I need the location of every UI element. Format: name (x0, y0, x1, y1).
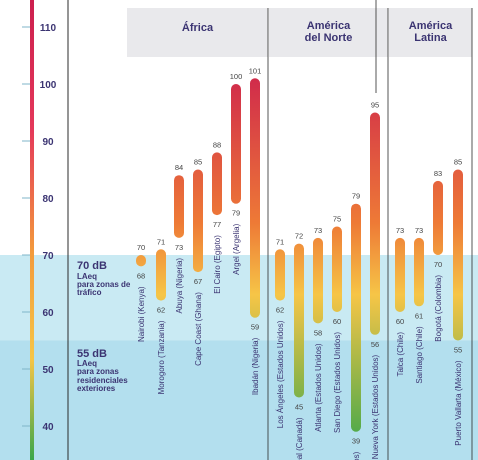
bar-min-label-12: 56 (371, 340, 379, 349)
bar-4 (212, 152, 222, 216)
bar-max-label-12: 95 (371, 101, 379, 110)
region-header-bg-0 (127, 8, 268, 57)
bar-2 (174, 175, 184, 238)
y-tick-label-50: 50 (42, 365, 54, 376)
bar-max-label-9: 73 (314, 226, 322, 235)
band-70-value: 70 dB (77, 260, 107, 272)
band-label-70db: 70 dB LAeq para zonas de tráfico (77, 260, 137, 298)
bar-9 (313, 237, 323, 324)
bar-max-label-16: 85 (454, 158, 462, 167)
category-label-0: Nairobi (Kenya) (137, 286, 146, 342)
y-tick-label-70: 70 (42, 251, 54, 262)
bar-max-label-0: 70 (137, 243, 145, 252)
bar-16 (453, 169, 463, 341)
category-label-12: Nueva York (Estados Unidos) (371, 354, 380, 459)
bar-max-label-10: 75 (333, 215, 341, 224)
bar-min-label-0: 68 (137, 271, 145, 280)
bar-6 (250, 78, 260, 318)
category-label-10: San Diego (Estados Unidos) (333, 332, 342, 433)
category-label-14: Santiago (Chile) (415, 326, 424, 384)
category-label-4: El Cairo (Egipto) (213, 235, 222, 294)
category-label-16: Puerto Vallarta (México) (454, 360, 463, 446)
category-label-5: Argel (Argelia) (232, 223, 241, 274)
bar-11 (351, 203, 361, 432)
category-label-11: Minneapolis (Estados Unidos) (352, 451, 361, 460)
bar-min-label-7: 62 (276, 306, 284, 315)
category-label-9: Atlanta (Estados Unidos) (314, 343, 323, 432)
y-tick-label-60: 60 (42, 308, 54, 319)
bar-max-label-5: 100 (230, 72, 243, 81)
category-label-13: Talca (Chile) (396, 332, 405, 377)
band-70-sublabel: LAeq (77, 271, 97, 281)
bar-min-label-15: 70 (434, 260, 442, 269)
band-70-note: para zonas de tráfico (77, 279, 131, 298)
bar-min-label-14: 61 (415, 311, 423, 320)
bar-8 (294, 243, 304, 398)
region-header-bg-1 (269, 8, 388, 57)
region-header-line-2-1: Latina (414, 32, 447, 44)
category-label-1: Morogoro (Tanzania) (157, 320, 166, 394)
bar-min-label-16: 55 (454, 346, 462, 355)
category-label-3: Cape Coast (Ghana) (194, 292, 203, 366)
bar-min-label-1: 62 (157, 306, 165, 315)
bar-max-label-13: 73 (396, 226, 404, 235)
region-header-label-0: África (182, 21, 214, 34)
region-header-line-1-1: del Norte (305, 32, 353, 44)
bar-0 (136, 255, 146, 267)
y-tick-label-80: 80 (42, 194, 54, 205)
bar-max-label-7: 71 (276, 237, 284, 246)
bar-10 (332, 226, 342, 312)
bar-max-label-4: 88 (213, 140, 221, 149)
y-tick-label-40: 40 (42, 422, 54, 433)
bar-max-label-14: 73 (415, 226, 423, 235)
bar-min-label-13: 60 (396, 317, 404, 326)
bar-min-label-9: 58 (314, 328, 322, 337)
category-label-8: Montreal (Canadá) (295, 417, 304, 460)
bar-min-label-11: 39 (352, 437, 360, 446)
y-tick-label-110: 110 (40, 23, 57, 34)
region-header-label-2: América Latina (409, 20, 453, 44)
region-header-label-1: América del Norte (305, 20, 353, 44)
band-label-55db: 55 dB LAeq para zonas residenciales exte… (77, 347, 141, 394)
y-tick-label-100: 100 (40, 80, 57, 91)
bar-min-label-5: 79 (232, 209, 240, 218)
band-55-area (0, 340, 478, 460)
bar-1 (156, 249, 166, 301)
bar-max-label-2: 84 (175, 163, 183, 172)
category-label-15: Bogotá (Colombia) (434, 275, 443, 342)
bar-min-label-2: 73 (175, 243, 183, 252)
bar-14 (414, 237, 424, 307)
band-55-sublabel: LAeq (77, 359, 97, 369)
band-55-note: para zonas residenciales exteriores (77, 367, 128, 394)
bar-min-label-6: 59 (251, 323, 259, 332)
category-label-2: Abuya (Nigeria) (175, 258, 184, 314)
bar-max-label-11: 79 (352, 192, 360, 201)
region-header-line-1-0: América (307, 20, 351, 32)
bar-min-label-10: 60 (333, 317, 341, 326)
band-55-value: 55 dB (77, 347, 107, 360)
bar-min-label-8: 45 (295, 403, 303, 412)
bar-15 (433, 180, 443, 255)
bar-3 (193, 169, 203, 273)
bar-12 (370, 112, 380, 335)
bar-min-label-4: 77 (213, 220, 221, 229)
bar-max-label-3: 85 (194, 158, 202, 167)
category-label-7: Los Ángeles (Estados Unidos) (276, 320, 285, 428)
category-label-6: Ibadán (Nigeria) (251, 337, 260, 395)
bar-max-label-8: 72 (295, 232, 303, 241)
region-header-line-2-0: América (409, 20, 453, 32)
bar-13 (395, 237, 405, 312)
bar-max-label-6: 101 (249, 66, 262, 75)
region-header-bg-2 (389, 8, 472, 57)
bar-max-label-1: 71 (157, 237, 165, 246)
bar-min-label-3: 67 (194, 277, 202, 286)
db-scale-bar (30, 0, 34, 460)
bar-max-label-15: 83 (434, 169, 442, 178)
bar-5 (231, 84, 241, 204)
y-tick-label-90: 90 (42, 137, 54, 148)
region-header-line-0-0: África (182, 21, 214, 34)
bar-7 (275, 249, 285, 301)
